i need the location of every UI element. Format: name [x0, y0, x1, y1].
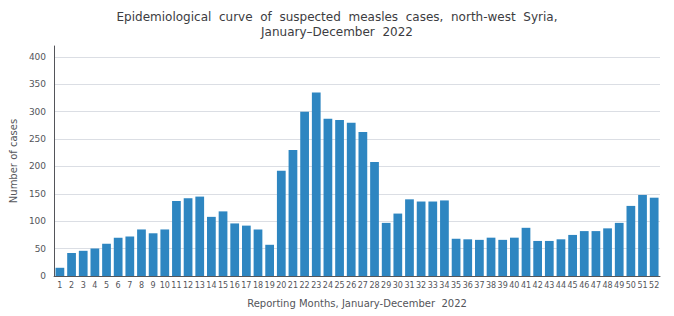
svg-text:48: 48 — [602, 281, 612, 290]
svg-text:34: 34 — [439, 281, 449, 290]
svg-text:29: 29 — [381, 281, 391, 290]
svg-text:350: 350 — [29, 79, 46, 89]
svg-text:32: 32 — [416, 281, 426, 290]
svg-text:49: 49 — [614, 281, 624, 290]
svg-text:9: 9 — [151, 281, 156, 290]
svg-text:31: 31 — [404, 281, 414, 290]
svg-text:7: 7 — [127, 281, 132, 290]
svg-text:36: 36 — [463, 281, 473, 290]
svg-text:39: 39 — [498, 281, 508, 290]
svg-text:8: 8 — [139, 281, 144, 290]
svg-text:0: 0 — [40, 271, 46, 281]
svg-text:400: 400 — [29, 52, 46, 62]
svg-text:14: 14 — [206, 281, 216, 290]
svg-text:21: 21 — [288, 281, 298, 290]
svg-text:43: 43 — [544, 281, 554, 290]
svg-text:16: 16 — [230, 281, 240, 290]
svg-text:25: 25 — [334, 281, 344, 290]
svg-text:20: 20 — [276, 281, 286, 290]
svg-text:23: 23 — [311, 281, 321, 290]
svg-text:37: 37 — [474, 281, 484, 290]
svg-text:33: 33 — [428, 281, 438, 290]
svg-text:28: 28 — [369, 281, 379, 290]
svg-text:51: 51 — [637, 281, 647, 290]
svg-text:13: 13 — [195, 281, 205, 290]
svg-text:January–December 2022: January–December 2022 — [260, 25, 413, 39]
svg-text:200: 200 — [29, 161, 46, 171]
svg-text:10: 10 — [160, 281, 170, 290]
svg-text:11: 11 — [171, 281, 181, 290]
svg-text:12: 12 — [183, 281, 193, 290]
svg-text:47: 47 — [591, 281, 601, 290]
svg-text:Epidemiological curve of su: Epidemiological curve of suspected measl… — [117, 10, 558, 24]
svg-text:17: 17 — [241, 281, 251, 290]
svg-text:3: 3 — [81, 281, 86, 290]
svg-text:26: 26 — [346, 281, 356, 290]
svg-text:40: 40 — [509, 281, 519, 290]
svg-text:100: 100 — [29, 216, 46, 226]
svg-text:24: 24 — [323, 281, 333, 290]
svg-text:19: 19 — [265, 281, 275, 290]
svg-text:30: 30 — [393, 281, 403, 290]
svg-text:22: 22 — [300, 281, 310, 290]
svg-text:4: 4 — [92, 281, 97, 290]
svg-text:41: 41 — [521, 281, 531, 290]
svg-text:45: 45 — [568, 281, 578, 290]
svg-text:Number of cases: Number of cases — [8, 119, 19, 203]
svg-text:Reporting Months, January-Dece: Reporting Months, January-December 2022 — [247, 298, 467, 309]
svg-text:18: 18 — [253, 281, 263, 290]
svg-text:52: 52 — [649, 281, 659, 290]
svg-text:38: 38 — [486, 281, 496, 290]
svg-text:27: 27 — [358, 281, 368, 290]
svg-text:46: 46 — [579, 281, 589, 290]
svg-text:50: 50 — [35, 244, 47, 254]
svg-text:250: 250 — [29, 134, 46, 144]
svg-text:15: 15 — [218, 281, 228, 290]
svg-text:35: 35 — [451, 281, 461, 290]
svg-text:5: 5 — [104, 281, 109, 290]
svg-text:6: 6 — [116, 281, 121, 290]
svg-text:44: 44 — [556, 281, 566, 290]
svg-text:150: 150 — [29, 189, 46, 199]
svg-text:1: 1 — [57, 281, 62, 290]
svg-text:50: 50 — [626, 281, 636, 290]
svg-text:300: 300 — [29, 107, 46, 117]
svg-text:42: 42 — [533, 281, 543, 290]
svg-text:2: 2 — [69, 281, 74, 290]
